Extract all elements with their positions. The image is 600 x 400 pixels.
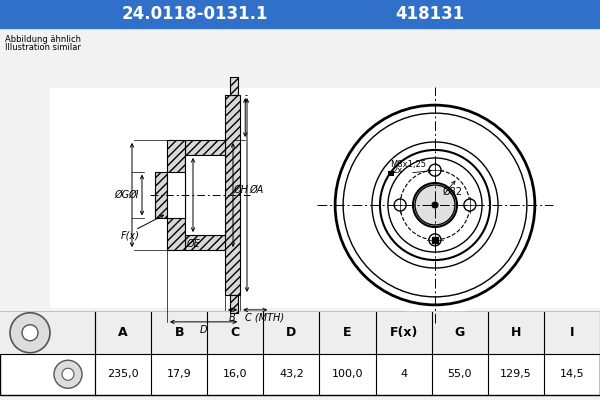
Circle shape [325, 95, 545, 315]
Text: 4: 4 [400, 369, 407, 379]
Circle shape [335, 105, 535, 305]
Text: B: B [175, 326, 184, 339]
Text: 24.0118-0131.1: 24.0118-0131.1 [122, 5, 268, 23]
Bar [0, 0, 600, 28]
Text: 16,0: 16,0 [223, 369, 248, 379]
Text: 14,5: 14,5 [560, 369, 584, 379]
Text: 43,2: 43,2 [279, 369, 304, 379]
Circle shape [62, 368, 74, 380]
Text: D: D [200, 325, 208, 335]
Bar [0, 312, 600, 354]
Bar [0, 312, 600, 395]
Text: M8x1,25: M8x1,25 [390, 160, 426, 169]
Bar [167, 172, 185, 218]
Circle shape [22, 325, 38, 341]
Text: F(x): F(x) [121, 230, 139, 240]
Circle shape [394, 199, 406, 211]
Circle shape [429, 234, 441, 246]
Text: ØI: ØI [128, 190, 139, 200]
Text: Illustration similar: Illustration similar [5, 43, 81, 52]
Text: I: I [569, 326, 574, 339]
Bar [230, 77, 238, 95]
Bar [432, 237, 438, 243]
Text: 17,9: 17,9 [167, 369, 191, 379]
Bar [185, 155, 225, 235]
Circle shape [415, 185, 455, 225]
Text: C: C [231, 326, 240, 339]
Bar [155, 172, 167, 218]
Text: 235,0: 235,0 [107, 369, 139, 379]
Circle shape [429, 164, 441, 176]
Text: ØA: ØA [249, 185, 263, 195]
Circle shape [10, 313, 50, 353]
Text: F(x): F(x) [389, 326, 418, 339]
Text: Abbildung ähnlich: Abbildung ähnlich [5, 35, 81, 44]
Text: ØH: ØH [233, 185, 248, 195]
Text: D: D [286, 326, 296, 339]
Circle shape [432, 202, 438, 208]
Text: ØE: ØE [186, 239, 200, 249]
Text: B: B [229, 313, 236, 323]
Bar [230, 295, 238, 313]
Text: G: G [455, 326, 465, 339]
Bar [225, 95, 240, 295]
Text: 129,5: 129,5 [500, 369, 532, 379]
Circle shape [388, 158, 482, 252]
Text: Ø82: Ø82 [443, 187, 463, 197]
Text: C (MTH): C (MTH) [245, 313, 284, 323]
Bar [388, 171, 394, 176]
Text: H: H [511, 326, 521, 339]
Bar [185, 140, 225, 155]
Text: ØG: ØG [114, 190, 129, 200]
Text: 100,0: 100,0 [332, 369, 363, 379]
Bar [167, 140, 185, 250]
Circle shape [413, 183, 457, 227]
Text: 55,0: 55,0 [448, 369, 472, 379]
Text: 418131: 418131 [395, 5, 464, 23]
Circle shape [464, 199, 476, 211]
Text: A: A [118, 326, 128, 339]
Circle shape [54, 360, 82, 388]
Text: 2x: 2x [392, 166, 402, 175]
Bar [50, 88, 600, 308]
Text: E: E [343, 326, 352, 339]
Bar [185, 235, 225, 250]
